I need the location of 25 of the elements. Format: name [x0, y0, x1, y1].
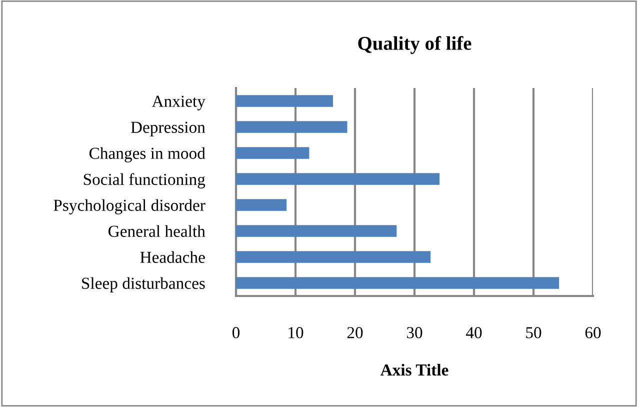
y-tick-label: Sleep disturbances	[82, 277, 205, 292]
bar	[236, 95, 333, 107]
bar	[236, 199, 287, 211]
bar	[236, 147, 310, 159]
x-tick-label: 0	[232, 327, 240, 338]
y-tick-label: Psychological disorder	[54, 199, 206, 214]
x-tick-label: 20	[347, 327, 363, 338]
x-tick-label: 10	[288, 327, 304, 338]
y-tick-label: General health	[108, 225, 206, 237]
x-axis-title: Axis Title	[380, 364, 448, 376]
x-tick-label: 60	[585, 327, 601, 338]
bar	[236, 121, 348, 133]
x-tick-label: 30	[406, 327, 422, 338]
y-tick-label: Depression	[130, 122, 206, 136]
x-tick-label: 50	[526, 327, 542, 338]
chart-title: Quality of life	[358, 36, 472, 54]
bar	[236, 277, 560, 289]
y-tick-label: Anxiety	[152, 96, 206, 110]
bar	[236, 225, 397, 237]
bar	[236, 251, 431, 263]
y-tick-label: Headache	[140, 251, 205, 263]
y-tick-label: Changes in mood	[89, 147, 206, 162]
bar	[236, 173, 440, 185]
y-tick-label: Social functioning	[84, 173, 206, 188]
x-tick-label: 40	[466, 327, 482, 338]
